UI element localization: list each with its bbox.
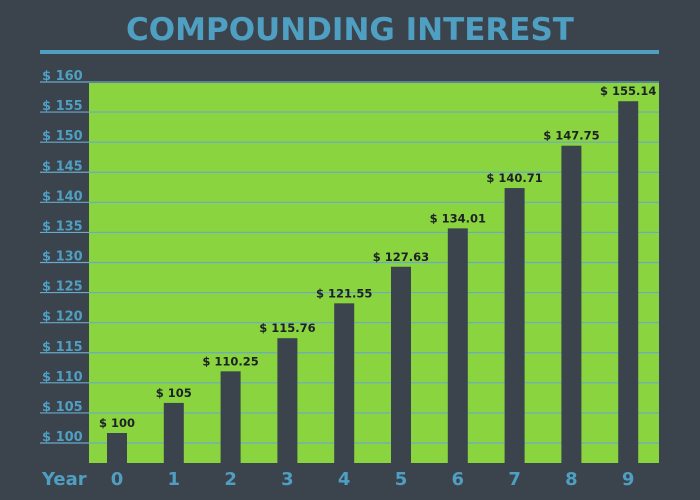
bar [334,303,355,463]
bar [561,145,582,463]
x-axis-label: Year [41,469,87,490]
y-axis-tick-labels: $ 100 $ 105 $ 110 $ 115 $ 120 $ 125 $ 130 $ 135… [42,69,83,445]
y-tick-label: $ 140 [42,189,83,204]
x-tick-label: 8 [565,469,578,490]
x-tick-label: 6 [452,469,465,490]
x-tick-label: 5 [395,469,408,490]
y-tick-label: $ 120 [42,310,83,325]
y-tick-label: $ 160 [42,69,83,84]
y-tick-label: $ 115 [42,340,83,355]
y-tick-label: $ 150 [42,129,83,144]
y-tick-label: $ 100 [42,430,83,445]
bar [391,266,411,463]
x-tick-label: 7 [508,469,521,490]
title-underline [40,50,659,54]
y-tick-label: $ 135 [42,219,83,234]
y-tick-label: $ 145 [42,159,83,174]
x-tick-label: 1 [168,469,181,490]
data-label: $ 155.14 [600,84,656,98]
x-tick-label: 9 [622,469,635,490]
data-label: $ 121.55 [316,286,372,300]
bar [107,433,127,463]
bar [504,188,525,463]
chart-title: COMPOUNDING INTEREST [126,12,574,48]
data-label: $ 140.71 [486,171,542,185]
bar [220,371,241,463]
data-label: $ 147.75 [543,129,599,143]
x-tick-label: 4 [338,469,351,490]
bar [618,101,639,463]
data-label: $ 134.01 [430,211,486,225]
bar [163,402,184,463]
data-label: $ 115.76 [259,321,315,335]
bar [277,338,298,463]
y-tick-label: $ 155 [42,99,83,114]
bars: $ 100 $ 105 $ 110.25 $ 115.76 $ 121.55 $ 127.… [99,84,656,463]
data-label: $ 105 [156,386,192,400]
x-tick-label: 3 [281,469,294,490]
data-label: $ 110.25 [202,354,258,368]
bar [447,228,468,463]
x-axis-tick-labels: 0 1 2 3 4 5 6 7 8 9 [111,469,635,490]
y-tick-label: $ 125 [42,280,83,295]
y-tick-label: $ 130 [42,250,83,265]
y-tick-label: $ 105 [42,400,83,415]
data-label: $ 100 [99,416,135,430]
y-tick-label: $ 110 [42,370,83,385]
data-label: $ 127.63 [373,250,429,264]
x-tick-label: 2 [224,469,237,490]
x-tick-label: 0 [111,469,124,490]
